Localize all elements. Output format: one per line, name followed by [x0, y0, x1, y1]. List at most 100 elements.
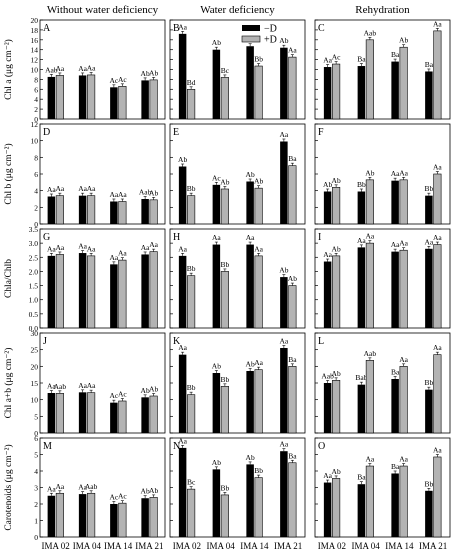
data-label: Bab [355, 373, 367, 382]
bar-B-minusD-3 [246, 46, 254, 119]
bar-D-minusD-3 [110, 201, 118, 224]
data-label: Ac [110, 493, 119, 502]
bar-N-plusD-4 [288, 462, 297, 538]
y-tick-label: 5 [34, 412, 38, 421]
bar-E-plusD-4 [288, 165, 297, 225]
bar-J-minusD-1 [47, 393, 56, 433]
data-label: Bd [187, 78, 196, 87]
y-tick-label: 20 [31, 16, 39, 25]
data-label: Aa [56, 184, 65, 193]
data-label: Bb [187, 184, 196, 193]
data-label: Aa [433, 163, 442, 172]
bar-M-plusD-3 [118, 502, 127, 538]
data-label: Ab [399, 36, 408, 45]
y-tick-label: 0 [34, 115, 38, 124]
panel-frame [39, 228, 166, 329]
bar-G-plusD-2 [87, 255, 96, 329]
bar-F-minusD-1 [323, 191, 332, 224]
x-tick-label: IMA 21 [274, 541, 302, 550]
bar-F-plusD-3 [399, 179, 408, 225]
data-label: Ab [141, 386, 150, 395]
bar-N-plusD-3 [254, 477, 263, 538]
bar-L-plusD-1 [332, 380, 341, 434]
y-tick-label: 2 [34, 500, 38, 509]
panel-letter: A [43, 23, 51, 34]
data-label: Aa [118, 249, 127, 258]
bar-C-minusD-2 [357, 66, 366, 119]
data-label: Ab [246, 453, 255, 462]
data-label: Ab [149, 486, 158, 495]
data-label: Bc [187, 478, 196, 487]
bar-D-minusD-2 [78, 195, 87, 224]
data-label: Aa [254, 244, 263, 253]
bar-F-minusD-4 [425, 195, 433, 224]
bar-H-plusD-3 [254, 255, 263, 329]
data-label: Aab [54, 382, 67, 391]
data-label: Aa [178, 244, 187, 253]
data-label: Ab [332, 369, 341, 378]
y-tick-label: 0 [34, 429, 38, 438]
y-tick-label: 20 [31, 362, 39, 371]
bar-M-minusD-4 [141, 498, 149, 537]
bar-K-plusD-4 [288, 366, 297, 434]
data-label: Aa [78, 64, 87, 73]
data-label: Ab [288, 274, 297, 283]
bar-E-minusD-3 [246, 181, 254, 224]
data-label: Aa [141, 243, 150, 252]
data-label: Ab [332, 176, 341, 185]
data-label: Aa [78, 184, 87, 193]
bar-G-plusD-4 [149, 251, 158, 329]
bar-L-minusD-3 [391, 379, 399, 433]
y-tick-label: 0 [34, 220, 38, 229]
data-label: Ab [149, 68, 158, 77]
data-label: Aa [87, 244, 96, 253]
bar-O-plusD-2 [365, 465, 374, 538]
data-label: Ba [357, 55, 366, 64]
bar-O-plusD-3 [399, 465, 408, 538]
panel-letter: C [318, 23, 325, 34]
bar-B-plusD-2 [220, 77, 229, 120]
bar-O-minusD-2 [357, 484, 366, 537]
bar-F-minusD-2 [357, 191, 366, 224]
data-label: Aa [178, 436, 187, 445]
x-tick-label: IMA 02 [318, 541, 346, 550]
bar-A-minusD-4 [141, 80, 149, 119]
data-label: Ac [118, 75, 127, 84]
y-tick-label: 8 [34, 75, 38, 84]
bar-K-plusD-3 [254, 369, 263, 434]
data-label: Aab [321, 372, 334, 381]
bar-K-minusD-2 [212, 373, 221, 433]
bar-K-plusD-1 [187, 394, 196, 434]
data-label: Ac [110, 391, 119, 400]
column-title-1: Without water deficiency [47, 4, 159, 16]
bar-G-minusD-1 [47, 255, 56, 328]
y-tick-label: 3 [34, 484, 38, 493]
bar-C-minusD-1 [323, 67, 332, 119]
y-axis-label-row-5: Carotenoids (μg cm⁻²) [3, 444, 14, 530]
bar-O-plusD-4 [433, 456, 442, 538]
bar-I-minusD-1 [323, 261, 332, 328]
data-label: Ab [323, 180, 332, 189]
data-label: Aa [280, 337, 289, 346]
data-label: Aa [399, 239, 408, 248]
data-label: Aa [47, 185, 56, 194]
y-tick-label: 30 [31, 329, 39, 338]
y-tick-label: 15 [31, 379, 39, 388]
x-tick-label: IMA 02 [173, 541, 201, 550]
y-tick-label: 3.5 [29, 225, 39, 234]
bar-L-plusD-2 [365, 360, 374, 434]
panel-letter: L [318, 336, 324, 347]
y-tick-label: 6 [34, 85, 38, 94]
data-label: Aa [212, 233, 221, 242]
data-label: Aa [366, 232, 375, 241]
bar-I-minusD-2 [357, 247, 366, 328]
x-tick-label: IMA 14 [104, 541, 133, 550]
panel-letter: F [318, 127, 324, 138]
